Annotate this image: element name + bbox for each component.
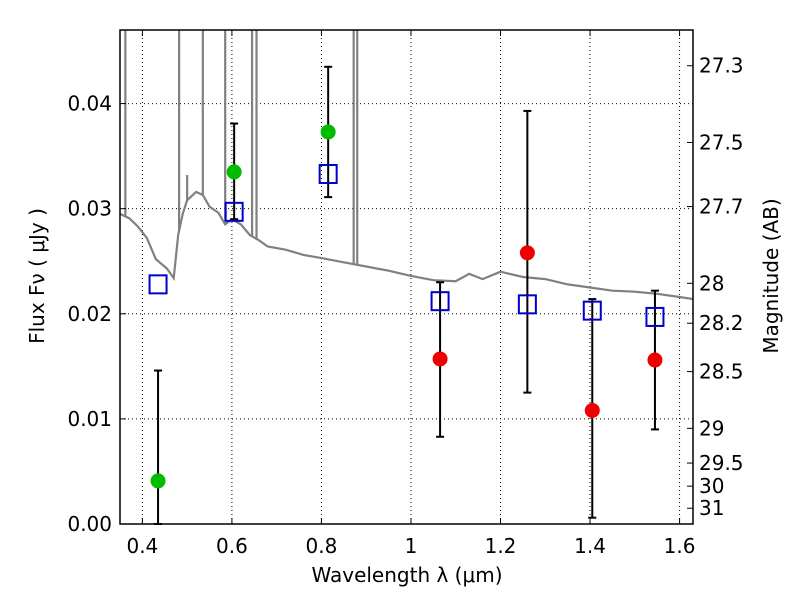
right-tick-label: 29 [699, 416, 724, 440]
model-flux-square [148, 274, 168, 295]
right-tick-label: 31 [699, 496, 724, 520]
spectrum-continuum [119, 190, 694, 301]
right-tick-label: 30 [699, 474, 724, 498]
observed-flux-point [584, 402, 600, 418]
y-axis-title: Flux Fν ( μJy ) [25, 208, 49, 344]
x-tick-label: 0.4 [126, 534, 158, 558]
right-tick-label: 28 [699, 271, 724, 295]
right-tick-label: 28.2 [699, 311, 744, 335]
observed-flux-point [320, 124, 336, 140]
grid-lines [120, 30, 693, 525]
x-tick-label: 1.2 [485, 534, 517, 558]
observed-flux-point [647, 352, 663, 368]
axis-ticks: 0.4 0.6 0.8 1 1.2 1.4 1.6 0.00 0.01 0.02 0.03 0.04 2… [67, 30, 744, 558]
observed-flux-point [432, 351, 448, 367]
y-tick-label: 0.00 [67, 512, 112, 536]
x-tick-label: 1 [405, 534, 418, 558]
plot-frame [119, 29, 694, 525]
model-spectrum [119, 30, 694, 301]
model-flux-square [430, 291, 450, 312]
y-tick-label: 0.01 [67, 407, 112, 431]
x-tick-label: 1.6 [664, 534, 696, 558]
y-tick-label: 0.04 [67, 92, 112, 116]
x-tick-label: 0.6 [216, 534, 248, 558]
observed-flux-point [519, 245, 535, 261]
y-tick-label: 0.02 [67, 302, 112, 326]
observed-flux-point [150, 473, 166, 489]
right-tick-label: 29.5 [699, 451, 744, 475]
observed-flux-point [226, 164, 242, 180]
model-flux-square [645, 306, 665, 327]
x-tick-label: 0.8 [306, 534, 338, 558]
right-tick-label: 27.7 [699, 195, 744, 219]
right-tick-label: 28.5 [699, 360, 744, 384]
data-markers [148, 124, 665, 489]
right-tick-label: 27.3 [699, 54, 744, 78]
x-axis-title: Wavelength λ (μm) [311, 563, 502, 587]
model-flux-square [582, 300, 602, 321]
model-flux-square [517, 294, 537, 315]
error-bars [154, 65, 659, 525]
right-tick-label: 27.5 [699, 130, 744, 154]
y-tick-label: 0.03 [67, 197, 112, 221]
x-tick-label: 1.4 [574, 534, 606, 558]
model-flux-square [318, 163, 338, 184]
model-flux-square [224, 201, 244, 222]
right-axis-title: Magnitude (AB) [759, 198, 783, 353]
